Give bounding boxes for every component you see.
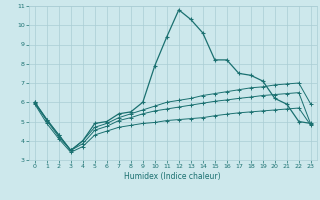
X-axis label: Humidex (Indice chaleur): Humidex (Indice chaleur) [124, 172, 221, 181]
